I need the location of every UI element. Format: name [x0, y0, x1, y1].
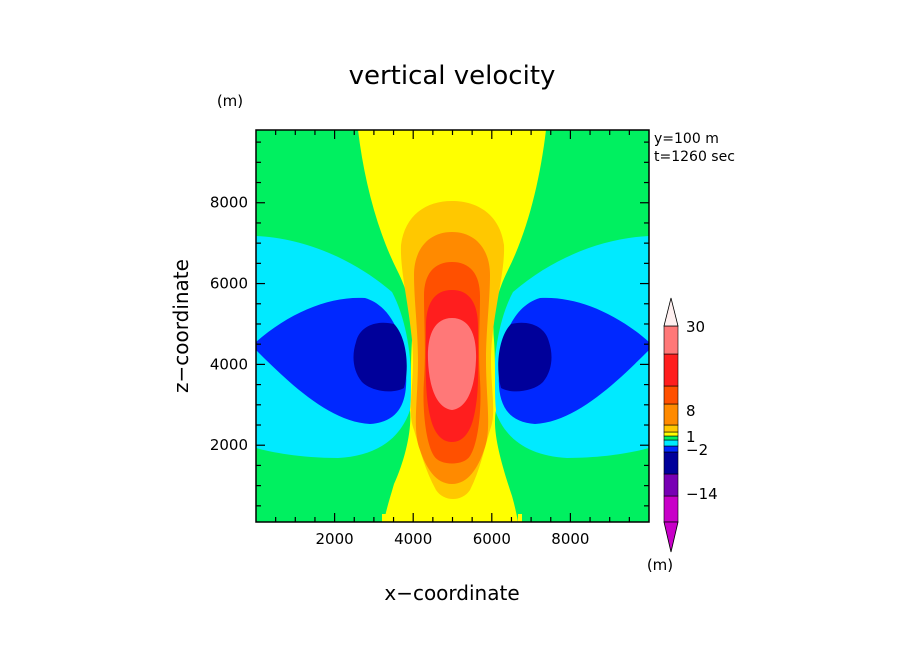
contour-speck — [382, 514, 386, 522]
y-tick-label: 8000 — [210, 194, 248, 212]
colorbar-segment — [663, 325, 679, 355]
contour-core-updraft — [427, 318, 477, 410]
colorbar-segment — [663, 435, 679, 441]
colorbar-unit: (m) — [647, 556, 673, 574]
axes: 2000 4000 6000 8000 2000 4000 6000 8000 — [210, 130, 649, 548]
x-tick-label: 4000 — [394, 530, 432, 548]
annotation-y: y=100 m — [654, 131, 719, 147]
y-tick-label: 2000 — [210, 436, 248, 454]
x-tick-label: 2000 — [316, 530, 354, 548]
colorbar-segment — [663, 439, 679, 447]
x-tick-label: 8000 — [551, 530, 589, 548]
contour-core-down-right — [498, 322, 552, 392]
colorbar-segment — [663, 403, 679, 426]
colorbar-segment — [663, 445, 679, 453]
annotation-t: t=1260 sec — [654, 149, 735, 165]
x-tick-label: 6000 — [473, 530, 511, 548]
y-tick-label: 6000 — [210, 275, 248, 293]
colorbar-segment — [663, 495, 679, 523]
colorbar-tick-label: −14 — [686, 485, 718, 503]
colorbar-segment — [663, 451, 679, 475]
colorbar-bottom-arrow — [663, 521, 679, 553]
y-axis-title: z−coordinate — [169, 259, 193, 393]
colorbar-tick-label: 30 — [686, 318, 705, 336]
chart-title: vertical velocity — [349, 61, 556, 91]
contour-core-down-left — [353, 322, 407, 392]
contour-field — [256, 130, 649, 522]
y-tick-label: 4000 — [210, 355, 248, 373]
colorbar-segment — [663, 385, 679, 405]
colorbar-segment — [663, 353, 679, 387]
colorbar-top-arrow — [663, 297, 679, 327]
colorbar-segment — [663, 424, 679, 433]
colorbar-tick-label: −2 — [686, 441, 708, 459]
colorbar-segment — [663, 431, 679, 437]
colorbar-tick-label: 8 — [686, 402, 696, 420]
contour-speck — [518, 514, 522, 522]
y-unit-label: (m) — [217, 92, 243, 110]
x-axis-title: x−coordinate — [384, 581, 519, 605]
colorbar-segment — [663, 473, 679, 497]
colorbar-tick-label: 1 — [686, 428, 696, 446]
colorbar: 30 8 1−2 −14 — [663, 297, 718, 553]
